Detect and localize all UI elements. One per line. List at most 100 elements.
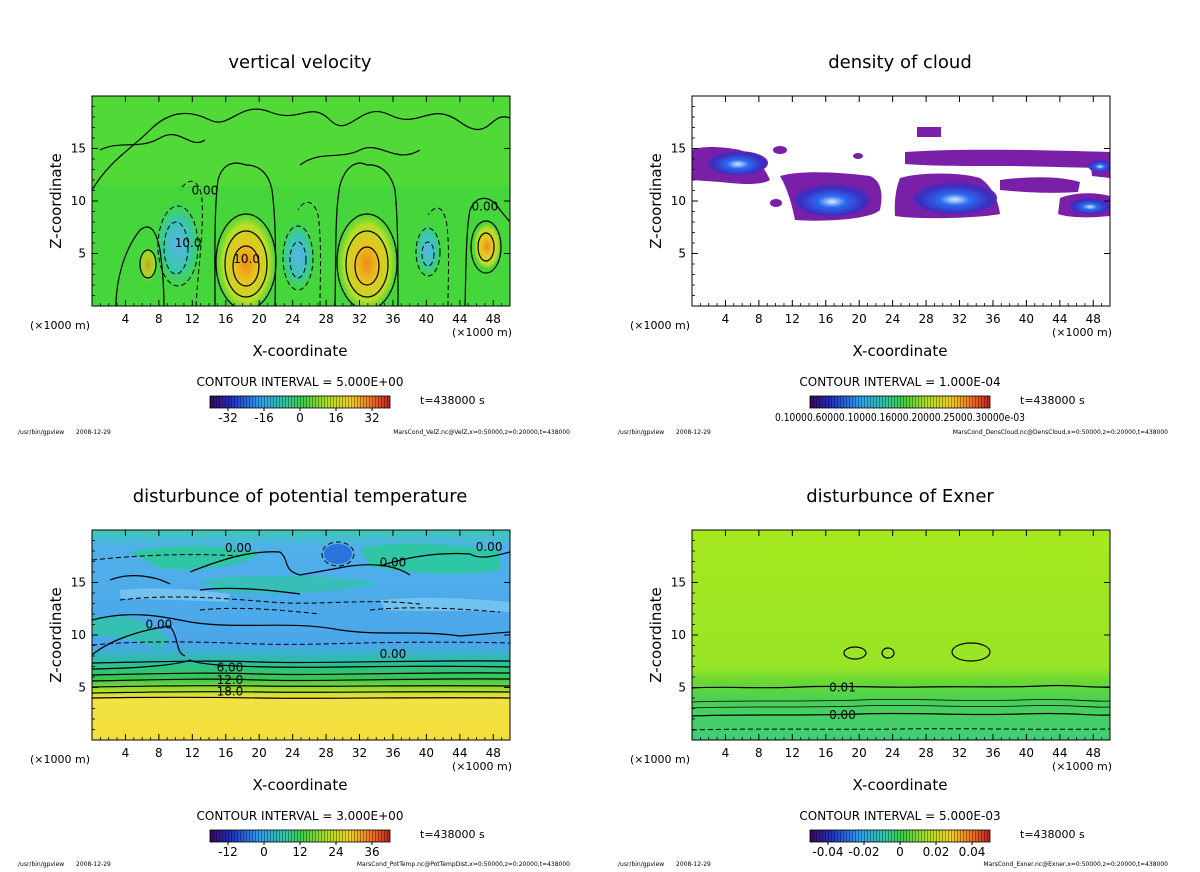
contour-lines-negative: [92, 541, 510, 646]
colorbar-ticks: -0.04 -0.02 0 0.02 0.04: [812, 842, 985, 859]
x-tick-label: 36: [985, 312, 1000, 326]
contour-value-label: 0.00: [472, 199, 499, 213]
panel-potential-temperature: disturbunce of potential temperature: [18, 486, 570, 868]
x-tick-label: 28: [918, 746, 933, 760]
x-unit-left: (×1000 m): [30, 319, 90, 332]
footer-date: 2008-12-29: [76, 429, 111, 436]
contour-value-label: 0.01: [829, 681, 856, 695]
y-tick-label: 5: [678, 681, 686, 695]
x-axis: 4 8 12 16 20 24 28 32 36 40 44 48: [99, 530, 503, 760]
colorbar-tick-label: 36: [364, 845, 379, 859]
plot-area: 0.01 0.00: [692, 530, 1110, 740]
x-axis: 4 8 12 16 20 24 28 32 36 40 44 48: [699, 96, 1103, 326]
colorbar-stripes: [810, 396, 990, 408]
y-axis-label: Z-coordinate: [47, 153, 65, 248]
x-tick-label: 24: [885, 312, 900, 326]
contour-value-labels: 10.0 10.0 0.00 0.00: [175, 184, 498, 266]
y-tick-label: 15: [71, 576, 86, 590]
x-tick-label: 16: [818, 746, 833, 760]
x-tick-label: 44: [1052, 746, 1067, 760]
x-tick-label: 24: [885, 746, 900, 760]
chart-title: density of cloud: [828, 52, 972, 73]
colorbar-tick-label: -0.04: [812, 845, 843, 859]
downdraft-core-2: [280, 220, 316, 292]
contour-value-label: 10.0: [175, 236, 202, 250]
y-tick-label: 15: [671, 576, 686, 590]
footer-date: 2008-12-29: [76, 861, 111, 868]
x-tick-label: 48: [486, 312, 501, 326]
panel-density-of-cloud: density of cloud 4 8 12 16 20 2: [618, 52, 1168, 436]
contour-interval-text: CONTOUR INTERVAL = 1.000E-04: [799, 375, 1000, 389]
contour-value-label: 0.00: [192, 184, 219, 198]
x-tick-label: 44: [452, 312, 467, 326]
colorbar-tick-label: 0: [896, 845, 904, 859]
x-tick-label: 4: [722, 746, 730, 760]
contour-interval-text: CONTOUR INTERVAL = 5.000E+00: [197, 375, 404, 389]
colorbar-tick-label: 0: [296, 411, 304, 425]
colorbar-tick-label: 12: [292, 845, 307, 859]
y-axis: 5 10 15: [71, 540, 510, 730]
time-label: t=438000 s: [1020, 828, 1085, 841]
x-axis: 4 8 12 16 20 24 28 32 36 40 44 48: [99, 96, 503, 326]
time-label: t=438000 s: [1020, 394, 1085, 407]
chart-title: disturbunce of potential temperature: [133, 486, 468, 507]
footer-path: /usr/bin/gpview: [618, 429, 664, 436]
contour-lines: [92, 108, 510, 306]
x-tick-label: 8: [755, 746, 763, 760]
footer-path: /usr/bin/gpview: [18, 861, 64, 868]
x-unit-left: (×1000 m): [30, 753, 90, 766]
contour-value-labels: 0.01 0.00: [829, 681, 856, 722]
contour-value-label: 0.00: [476, 540, 503, 554]
x-tick-label: 32: [952, 312, 967, 326]
footer-date: 2008-12-29: [676, 861, 711, 868]
contour-value-label: 0.00: [829, 708, 856, 722]
colorbar-tick-label: -32: [218, 411, 238, 425]
x-axis-label: X-coordinate: [853, 342, 948, 360]
y-axis-label: Z-coordinate: [647, 587, 665, 682]
x-tick-label: 40: [1019, 312, 1034, 326]
x-tick-label: 8: [155, 312, 163, 326]
y-tick-label: 5: [78, 681, 86, 695]
chart-title: vertical velocity: [228, 52, 372, 73]
x-unit-right: (×1000 m): [452, 760, 512, 773]
colorbar-ticks: -32 -16 0 16 32: [218, 408, 380, 425]
x-tick-label: 48: [1086, 746, 1101, 760]
x-tick-label: 8: [155, 746, 163, 760]
colorbar-stripes: [210, 830, 390, 842]
updraft-core-4: [139, 245, 157, 281]
x-unit-right: (×1000 m): [1052, 760, 1112, 773]
colorbar-tick-label: -0.02: [848, 845, 879, 859]
plot-area: [692, 96, 1110, 306]
time-label: t=438000 s: [420, 394, 485, 407]
x-unit-left: (×1000 m): [630, 319, 690, 332]
colorbar-tick-label: 32: [364, 411, 379, 425]
y-axis-label: Z-coordinate: [47, 587, 65, 682]
y-tick-label: 10: [671, 628, 686, 642]
x-tick-label: 20: [252, 312, 267, 326]
x-tick-label: 4: [122, 312, 130, 326]
updraft-core-1: [216, 208, 276, 306]
x-tick-label: 20: [852, 746, 867, 760]
x-unit-right: (×1000 m): [452, 326, 512, 339]
x-tick-label: 48: [486, 746, 501, 760]
footer-source: MarsCond_VelZ.nc@VelZ,x=0:50000,z=0:2000…: [393, 429, 570, 436]
y-tick-label: 5: [678, 247, 686, 261]
contour-lines-secondary: [692, 699, 1110, 709]
x-tick-label: 8: [755, 312, 763, 326]
y-tick-label: 5: [78, 247, 86, 261]
x-tick-label: 36: [985, 746, 1000, 760]
y-tick-label: 10: [71, 628, 86, 642]
colorbar-stripes: [810, 830, 990, 842]
y-axis-label: Z-coordinate: [647, 153, 665, 248]
x-axis-label: X-coordinate: [253, 776, 348, 794]
x-tick-label: 16: [218, 312, 233, 326]
x-tick-label: 32: [952, 746, 967, 760]
x-unit-right: (×1000 m): [1052, 326, 1112, 339]
contour-interval-text: CONTOUR INTERVAL = 3.000E+00: [197, 809, 404, 823]
colorbar-tick-label: 16: [328, 411, 343, 425]
colorbar-tick-label: 0.02: [923, 845, 950, 859]
x-tick-label: 20: [852, 312, 867, 326]
contour-value-label: 0.00: [380, 647, 407, 661]
contour-lines: [92, 551, 510, 699]
